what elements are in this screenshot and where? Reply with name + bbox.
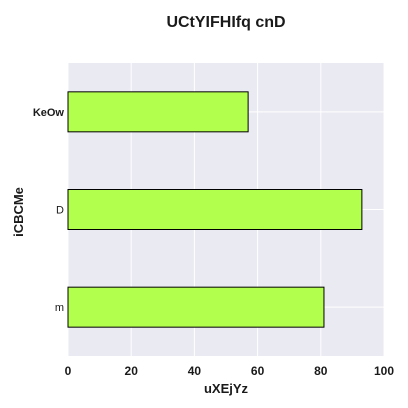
x-tick-label: 100 [374,364,394,378]
chart-title: UCtYIFHIfq cnD [166,14,285,31]
bars [67,91,363,328]
x-tick-label: 80 [314,364,328,378]
bar-D [67,189,363,230]
y-tick-label: D [56,205,64,217]
y-axis-ticks: KeOw Dm [33,107,65,314]
x-axis-label: uXEjYz [204,381,249,396]
x-axis-ticks: 0 20 40 60 80 100 [65,364,395,378]
y-tick-label: m [55,302,64,314]
x-tick-label: 60 [251,364,265,378]
x-tick-label: 40 [188,364,202,378]
bar-KeOw [67,91,249,133]
x-tick-label: 0 [65,364,72,378]
y-axis-label: iCBCMe [11,187,26,237]
x-tick-label: 20 [125,364,139,378]
bar-m [67,286,325,328]
y-tick-label: KeOw [33,107,65,119]
